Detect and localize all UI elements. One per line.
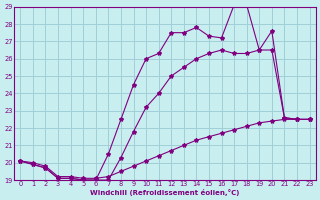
X-axis label: Windchill (Refroidissement éolien,°C): Windchill (Refroidissement éolien,°C) (90, 189, 240, 196)
